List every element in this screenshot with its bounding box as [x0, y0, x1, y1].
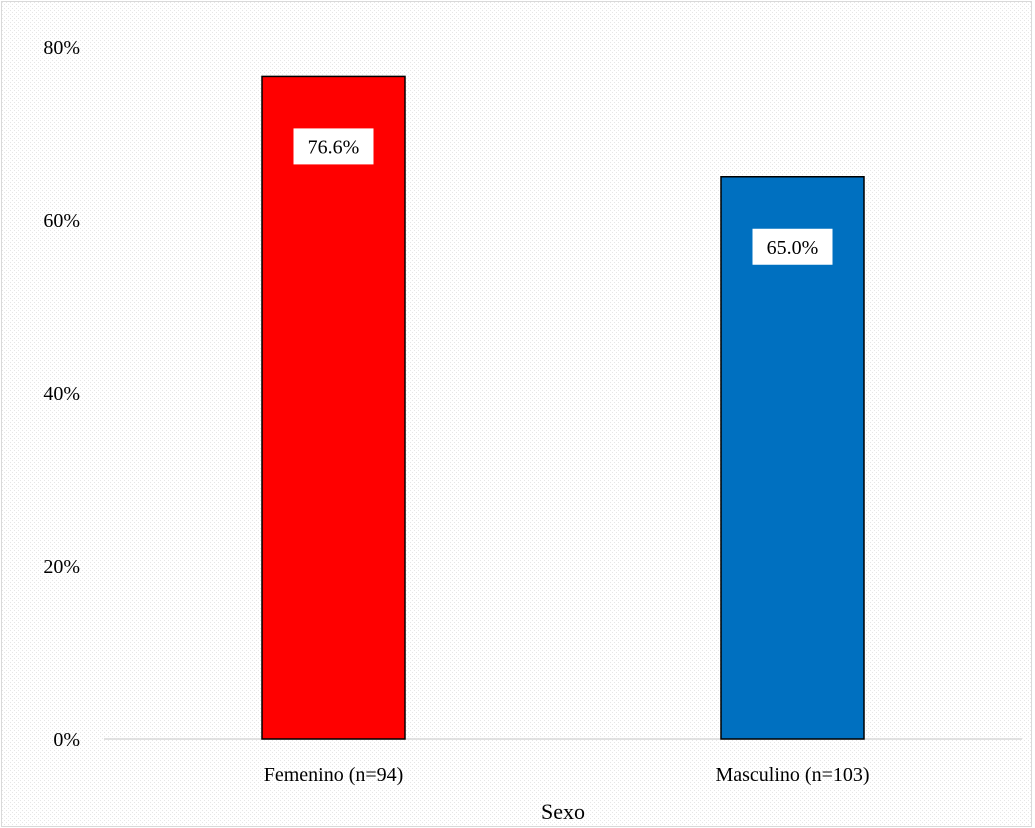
data-label-box — [293, 128, 374, 165]
bar — [261, 75, 406, 740]
y-tick-label: 0% — [53, 729, 80, 751]
bar — [720, 176, 865, 740]
y-tick-label: 60% — [43, 210, 80, 232]
x-axis-title: Sexo — [541, 799, 585, 824]
x-category-label: Masculino (n=103) — [715, 764, 869, 786]
y-tick-label: 40% — [43, 383, 80, 405]
data-label-box — [752, 228, 833, 265]
data-labels-group: 76.6% 65.0% — [293, 128, 833, 265]
y-tick-label: 80% — [43, 37, 80, 59]
x-category-label: Femenino (n=94) — [264, 764, 404, 786]
data-label: 76.6% — [308, 136, 360, 158]
y-axis-tick-labels: 0% 20% 40% 60% 80% — [43, 37, 80, 751]
data-label: 65.0% — [767, 237, 819, 259]
y-tick-label: 20% — [43, 556, 80, 578]
x-axis-category-labels: Femenino (n=94) Masculino (n=103) — [264, 764, 870, 786]
bars-group — [261, 75, 865, 740]
